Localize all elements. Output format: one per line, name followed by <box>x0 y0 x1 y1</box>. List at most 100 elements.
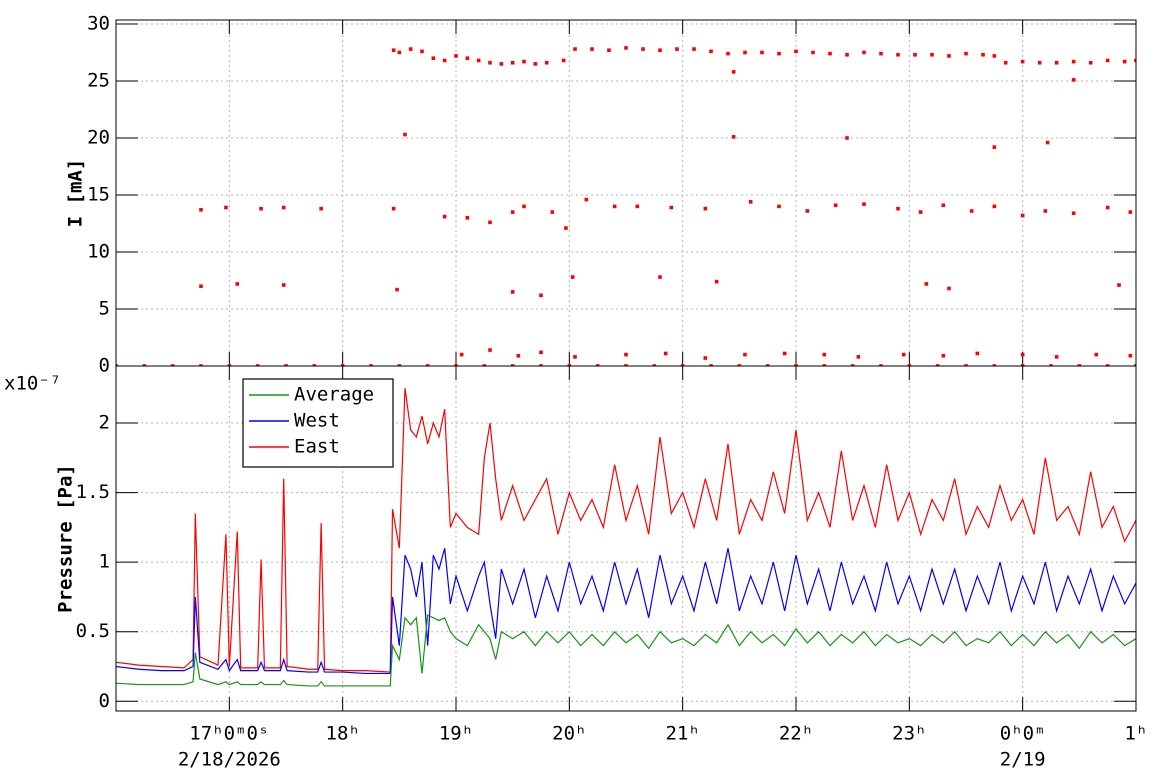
point <box>403 132 407 137</box>
point <box>488 220 492 225</box>
point <box>930 52 934 57</box>
point <box>612 204 617 209</box>
point <box>918 210 923 214</box>
point <box>1020 59 1025 64</box>
point <box>731 135 736 139</box>
point <box>743 352 747 357</box>
point <box>896 52 900 57</box>
point <box>227 364 232 366</box>
point <box>199 208 203 212</box>
point <box>408 47 413 51</box>
y-tick-label: 0 <box>99 690 110 712</box>
point <box>199 364 203 366</box>
point <box>1037 60 1042 65</box>
point <box>319 206 323 211</box>
point <box>1071 59 1076 64</box>
point <box>564 226 568 230</box>
point <box>862 202 866 206</box>
point <box>879 51 883 56</box>
point <box>822 364 827 366</box>
y-tick-label: 1.5 <box>76 481 110 503</box>
point <box>590 47 594 51</box>
point <box>281 205 286 210</box>
point <box>1020 352 1025 357</box>
point <box>573 47 577 51</box>
point <box>709 364 713 366</box>
point <box>482 364 487 366</box>
point <box>1043 209 1048 213</box>
point <box>765 364 770 366</box>
point <box>170 364 175 366</box>
point <box>454 54 458 58</box>
point <box>811 50 815 55</box>
point <box>743 50 747 55</box>
point <box>1105 58 1110 63</box>
point <box>539 350 543 355</box>
point <box>992 54 997 58</box>
point <box>544 60 549 65</box>
legend: Average West East <box>242 378 394 468</box>
point <box>465 56 470 60</box>
point <box>703 356 708 360</box>
point <box>510 290 515 294</box>
point <box>116 364 118 366</box>
legend-label: West <box>294 410 340 432</box>
point <box>573 355 577 359</box>
point <box>941 203 946 208</box>
point <box>539 293 543 298</box>
point <box>981 52 985 57</box>
x-tick-label: 19ʰ <box>439 723 473 745</box>
point <box>658 48 662 53</box>
point <box>709 49 713 54</box>
point <box>879 364 883 366</box>
point <box>420 49 424 54</box>
point <box>488 60 492 65</box>
point <box>510 364 515 366</box>
point <box>941 353 946 358</box>
legend-label: Average <box>294 384 374 406</box>
point <box>703 206 708 211</box>
point <box>1088 60 1093 65</box>
point <box>431 56 436 60</box>
point <box>533 62 538 66</box>
point <box>947 286 951 291</box>
y-tick-label: 30 <box>87 12 110 34</box>
point <box>255 364 260 366</box>
point <box>624 364 628 366</box>
point <box>641 47 645 51</box>
plot-area <box>116 388 1136 687</box>
point <box>726 51 730 56</box>
point <box>235 282 240 286</box>
point <box>828 51 832 56</box>
point <box>1049 364 1053 366</box>
point <box>782 351 787 356</box>
point <box>391 48 396 53</box>
point <box>595 364 600 366</box>
point <box>777 51 781 56</box>
point <box>454 364 458 366</box>
point <box>567 364 572 366</box>
x-tick-label: 22ʰ <box>779 723 813 745</box>
point <box>397 364 402 366</box>
point <box>550 210 555 214</box>
point <box>748 200 753 204</box>
point <box>777 204 781 209</box>
point <box>1071 211 1076 216</box>
point <box>1128 353 1133 358</box>
point <box>901 352 906 357</box>
point <box>488 348 492 352</box>
x-tick-label: 17ʰ0ᵐ0ˢ <box>189 723 269 745</box>
point <box>281 283 286 287</box>
point <box>635 204 640 209</box>
point <box>833 203 838 208</box>
point <box>395 287 399 292</box>
point <box>259 206 263 211</box>
x-tick-label: 0ʰ0ᵐ <box>1000 723 1046 745</box>
point <box>465 215 470 220</box>
point <box>907 364 912 366</box>
point <box>975 351 980 356</box>
point <box>896 206 900 211</box>
x-tick-label: 20ʰ <box>552 723 586 745</box>
point <box>675 47 679 51</box>
